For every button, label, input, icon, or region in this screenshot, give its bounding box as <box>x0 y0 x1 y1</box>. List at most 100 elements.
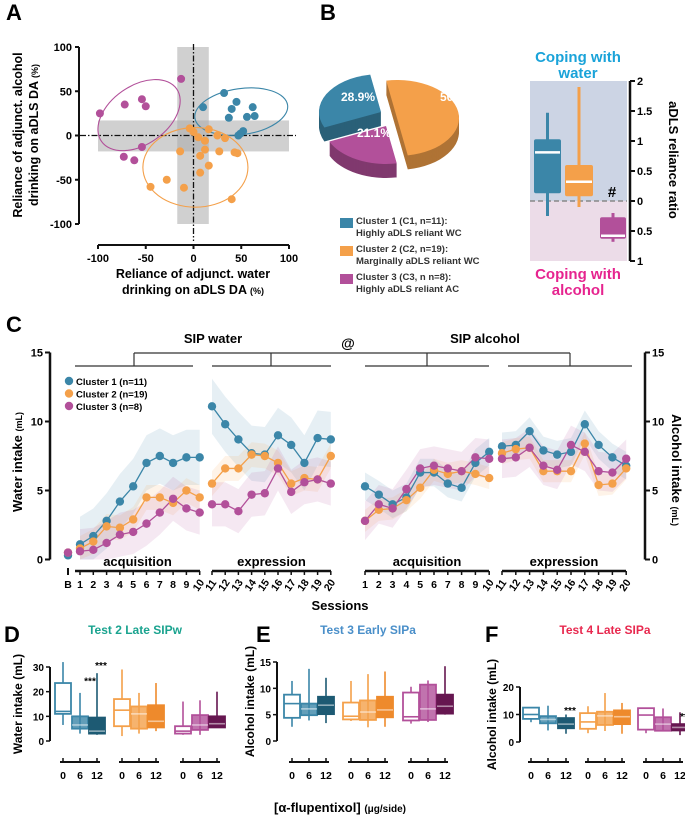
water-point-cluster-3 <box>115 530 125 539</box>
water-point-cluster-3 <box>221 500 230 509</box>
water-point-cluster-1 <box>142 458 151 468</box>
alcohol-point-cluster-2 <box>416 483 425 492</box>
session-label: 17 <box>576 577 593 594</box>
water-point-cluster-2 <box>89 537 98 546</box>
alcohol-point-cluster-2 <box>580 439 589 448</box>
panels-d-e-f-boxplots: Test 2 Late SIPw 0 10 20 30 Water intake (mL)… <box>11 623 685 782</box>
water-point-cluster-1 <box>155 451 164 461</box>
session-label: 5 <box>417 579 423 591</box>
box-iqr <box>130 705 148 730</box>
session-label: 7 <box>157 579 163 591</box>
alcohol-line-cluster-1 <box>501 422 627 467</box>
water-point-cluster-3 <box>142 519 151 528</box>
dose-label: 12 <box>91 770 103 782</box>
y-tick-label-left: 5 <box>37 486 43 498</box>
session-label: 12 <box>507 577 524 594</box>
dose-label: 12 <box>616 770 628 782</box>
shared-xlabel: [α-flupentixol] (μg/side) <box>274 800 406 815</box>
alcohol-point-cluster-1 <box>525 426 534 436</box>
water-line-cluster-2 <box>79 489 200 550</box>
y-tick-label: 0.5 <box>637 166 652 178</box>
water-point-cluster-1 <box>221 420 230 429</box>
scatter-point-cluster-3 <box>176 147 185 156</box>
dose-label: 0 <box>643 770 649 782</box>
water-point-cluster-2 <box>287 479 296 488</box>
y-label-unit: (mL) <box>14 412 24 432</box>
alcohol-point-cluster-2 <box>402 495 411 505</box>
alcohol-point-cluster-2 <box>566 466 576 476</box>
y-tick-label-right: 5 <box>652 486 658 498</box>
sip-water-title: SIP water <box>184 331 242 346</box>
scatter-point-cluster-3 <box>233 149 242 158</box>
alcohol-point-cluster-1 <box>497 442 507 451</box>
y-tick-label: 2 <box>637 76 643 88</box>
dose-label: 12 <box>320 770 332 782</box>
scatter-point-cluster-3 <box>227 195 236 204</box>
scatter-point-cluster-2 <box>232 97 241 106</box>
water-line-cluster-1 <box>211 405 331 465</box>
y-tick-label: 20 <box>503 683 515 694</box>
y-tick-label: 10 <box>260 684 272 695</box>
dose-label: 12 <box>150 770 162 782</box>
y-tick-label: 100 <box>54 42 72 54</box>
scatter-point-cluster-1 <box>137 95 146 104</box>
session-label: 7 <box>445 579 451 591</box>
water-point-cluster-1 <box>129 482 138 491</box>
alcohol-point-cluster-3 <box>402 484 411 494</box>
coping-alcohol-label: alcohol <box>552 282 605 299</box>
water-point-cluster-3 <box>247 490 256 499</box>
water-point-cluster-3 <box>326 479 335 488</box>
coping-water-label: water <box>557 65 597 82</box>
alcohol-point-cluster-2 <box>622 464 631 473</box>
pie-slice-label: 50% <box>440 90 464 104</box>
water-point-cluster-2 <box>155 493 164 502</box>
y-tick-label: 30 <box>33 663 45 674</box>
phase-label: acquisition <box>103 554 172 569</box>
alcohol-point-cluster-1 <box>594 440 603 450</box>
y-tick-label-right: 0 <box>652 555 658 567</box>
box-iqr <box>283 693 301 719</box>
dose-label: 0 <box>348 770 354 782</box>
water-point-cluster-2 <box>182 486 191 495</box>
dose-label: 6 <box>77 770 83 782</box>
alcohol-line-cluster-3 <box>364 456 490 522</box>
water-point-cluster-2 <box>195 493 204 502</box>
pie-slice-label: 21.1% <box>357 126 391 140</box>
y-tick-label: 50 <box>60 86 72 98</box>
box-iqr <box>191 714 209 731</box>
x-tick-label: 0 <box>190 253 196 265</box>
scatter-point-cluster-2 <box>248 103 257 112</box>
scatter-point-cluster-3 <box>213 131 222 140</box>
water-point-cluster-2 <box>129 515 138 524</box>
legend-swatch <box>340 218 353 228</box>
dose-label: 0 <box>528 770 534 782</box>
water-point-cluster-2 <box>234 464 243 473</box>
alcohol-line-cluster-1 <box>364 451 490 506</box>
scatter-point-cluster-2 <box>227 104 236 113</box>
alcohol-line-cluster-3 <box>501 444 627 474</box>
water-point-cluster-2 <box>326 451 335 461</box>
water-point-cluster-2 <box>142 493 151 502</box>
panel-f-title: Test 4 Late SIPa <box>559 623 650 637</box>
panel-label-a: A <box>6 0 22 25</box>
x-tick-label: -50 <box>138 253 154 265</box>
scatter-point-cluster-1 <box>119 152 128 161</box>
alcohol-point-cluster-3 <box>360 516 370 526</box>
scatter-point-cluster-3 <box>200 136 209 145</box>
y-tick-label: 1.5 <box>637 106 652 118</box>
panel-label-f: F <box>485 622 498 647</box>
water-line-cluster-3 <box>79 497 200 552</box>
x-axis-unit: (%) <box>250 286 264 296</box>
y-tick-label-left: 10 <box>31 417 43 429</box>
alcohol-point-cluster-3 <box>566 440 576 450</box>
pie-slice-3 <box>329 126 397 164</box>
water-point-cluster-3 <box>63 548 73 557</box>
panel-label-c: C <box>6 312 22 337</box>
box-iqr <box>113 698 131 728</box>
scatter-point-cluster-3 <box>196 168 205 177</box>
box-iqr <box>359 699 377 721</box>
y-tick-label: 0 <box>508 738 514 749</box>
legend-marker <box>64 401 74 411</box>
legend-label: Marginally aDLS reliant WC <box>356 256 480 267</box>
